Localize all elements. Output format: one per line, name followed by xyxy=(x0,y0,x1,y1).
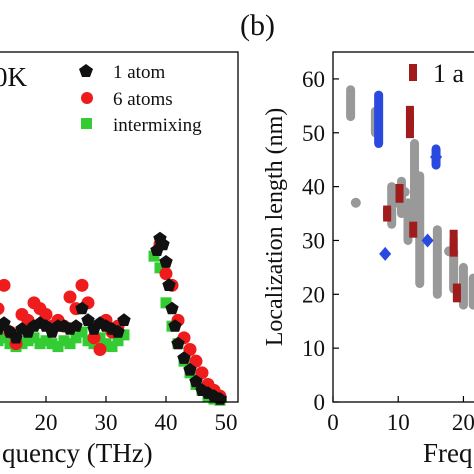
point-1-atom xyxy=(168,319,182,332)
panel-a-legend: 1 atom 6 atoms intermixing xyxy=(79,62,202,136)
y-tick-label: 40 xyxy=(302,175,325,200)
point-1-atom xyxy=(156,237,170,251)
panel-a-frame xyxy=(0,51,239,403)
point-square xyxy=(409,221,418,238)
y-tick-label: 50 xyxy=(302,121,325,146)
point-intermixing xyxy=(106,341,118,353)
point-1-atom xyxy=(183,362,197,376)
point-square xyxy=(383,205,392,222)
panel-a-x-ticks: 20 30 40 50 xyxy=(35,396,238,435)
series-1-atom xyxy=(0,231,227,405)
point-1-atom xyxy=(177,351,191,364)
panel-a-x-axis-label: quency (THz) xyxy=(2,438,153,468)
x-tick-label: 20 xyxy=(35,410,58,435)
point-intermixing xyxy=(154,262,166,274)
point-6-atoms xyxy=(195,366,209,380)
point-6-atoms xyxy=(93,343,107,356)
point-square xyxy=(395,184,404,200)
point-1-atom xyxy=(81,313,95,326)
point-intermixing xyxy=(40,335,52,347)
series-square-marks xyxy=(383,105,461,303)
x-tick-label: 20 xyxy=(452,410,474,435)
point-1-atom xyxy=(159,255,173,268)
point-intermixing xyxy=(58,335,70,347)
legend-label-6-atoms: 6 atoms xyxy=(113,89,173,110)
legend-label-1-a: 1 a xyxy=(433,59,465,88)
point-1-atom xyxy=(189,374,203,388)
x-tick-label: 40 xyxy=(155,410,178,435)
x-tick-label: 0 xyxy=(327,410,339,435)
point-intermixing xyxy=(46,338,58,350)
point-6-atoms xyxy=(0,302,5,315)
point-1-atom xyxy=(111,325,125,338)
y-tick-label: 0 xyxy=(314,390,326,415)
point-1-atom xyxy=(0,316,11,329)
x-tick-label: 30 xyxy=(95,410,118,435)
panel-b-legend: 1 a xyxy=(409,59,465,88)
point-intermixing xyxy=(148,250,160,262)
point-intermixing xyxy=(100,338,112,350)
series-diamond-marks xyxy=(374,90,443,261)
legend-label-1-atom: 1 atom xyxy=(113,62,165,83)
point-diamond xyxy=(379,246,392,261)
point-diamond xyxy=(421,233,434,248)
point-intermixing xyxy=(112,335,124,347)
point-6-atoms xyxy=(63,290,77,304)
point-6-atoms xyxy=(183,343,197,356)
y-tick-label: 30 xyxy=(302,228,325,253)
point-intermixing xyxy=(118,329,130,341)
point-6-atoms xyxy=(189,354,203,368)
point-square xyxy=(405,114,414,130)
point-intermixing xyxy=(160,297,172,309)
x-tick-label: 10 xyxy=(387,410,410,435)
point-intermixing xyxy=(28,332,40,344)
point-1-atom xyxy=(117,313,131,326)
y-tick-label: 20 xyxy=(302,282,325,307)
panel-b-marks xyxy=(346,85,474,310)
panel-a-marks xyxy=(0,231,227,406)
panel-b-frame xyxy=(332,51,474,403)
legend-marker-6-atoms xyxy=(81,92,93,104)
legend-marker-intermixing xyxy=(81,118,92,129)
point-square xyxy=(449,237,458,254)
point-intermixing xyxy=(82,335,94,347)
point-diamond xyxy=(430,150,443,164)
point-intermixing xyxy=(64,338,76,350)
point-6-atoms xyxy=(75,278,89,292)
series-circle-marks xyxy=(346,85,474,310)
legend-label-intermixing: intermixing xyxy=(113,115,202,136)
point-6-atoms xyxy=(39,308,53,321)
panel-a-title: 0K xyxy=(0,62,28,92)
point-1-atom xyxy=(75,301,89,315)
point-square xyxy=(452,286,461,303)
point-1-atom xyxy=(165,301,179,315)
y-tick-label: 60 xyxy=(302,67,325,92)
point-1-atom xyxy=(69,319,83,332)
point-intermixing xyxy=(70,332,82,344)
y-tick-label: 10 xyxy=(302,336,325,361)
legend-marker-1-atom xyxy=(79,64,93,77)
panel-b: (b) 0 10 20 30 40 50 60 0 10 20 Localization leng… xyxy=(240,9,474,468)
point-intermixing xyxy=(34,338,46,350)
point-intermixing xyxy=(0,332,10,344)
panel-b-ticks: 0 10 20 30 40 50 60 0 10 20 xyxy=(302,67,474,435)
panel-a: 20 30 40 50 0K quency (THz) 1 atom 6 atoms … xyxy=(0,51,239,468)
point-1-atom xyxy=(171,336,185,350)
point-intermixing xyxy=(76,326,88,338)
panel-b-x-axis-label: Freq xyxy=(423,438,473,468)
point-intermixing xyxy=(52,341,64,353)
point-1-atom xyxy=(162,278,176,291)
legend-marker-1-a xyxy=(409,64,417,81)
point-intermixing xyxy=(22,335,34,347)
x-tick-label: 50 xyxy=(215,410,238,435)
panel-b-y-axis-label: Localization length (nm) xyxy=(262,108,288,347)
point-circle xyxy=(350,197,361,208)
point-6-atoms xyxy=(159,267,173,281)
panel-b-label: (b) xyxy=(240,9,275,42)
point-6-atoms xyxy=(0,278,11,292)
